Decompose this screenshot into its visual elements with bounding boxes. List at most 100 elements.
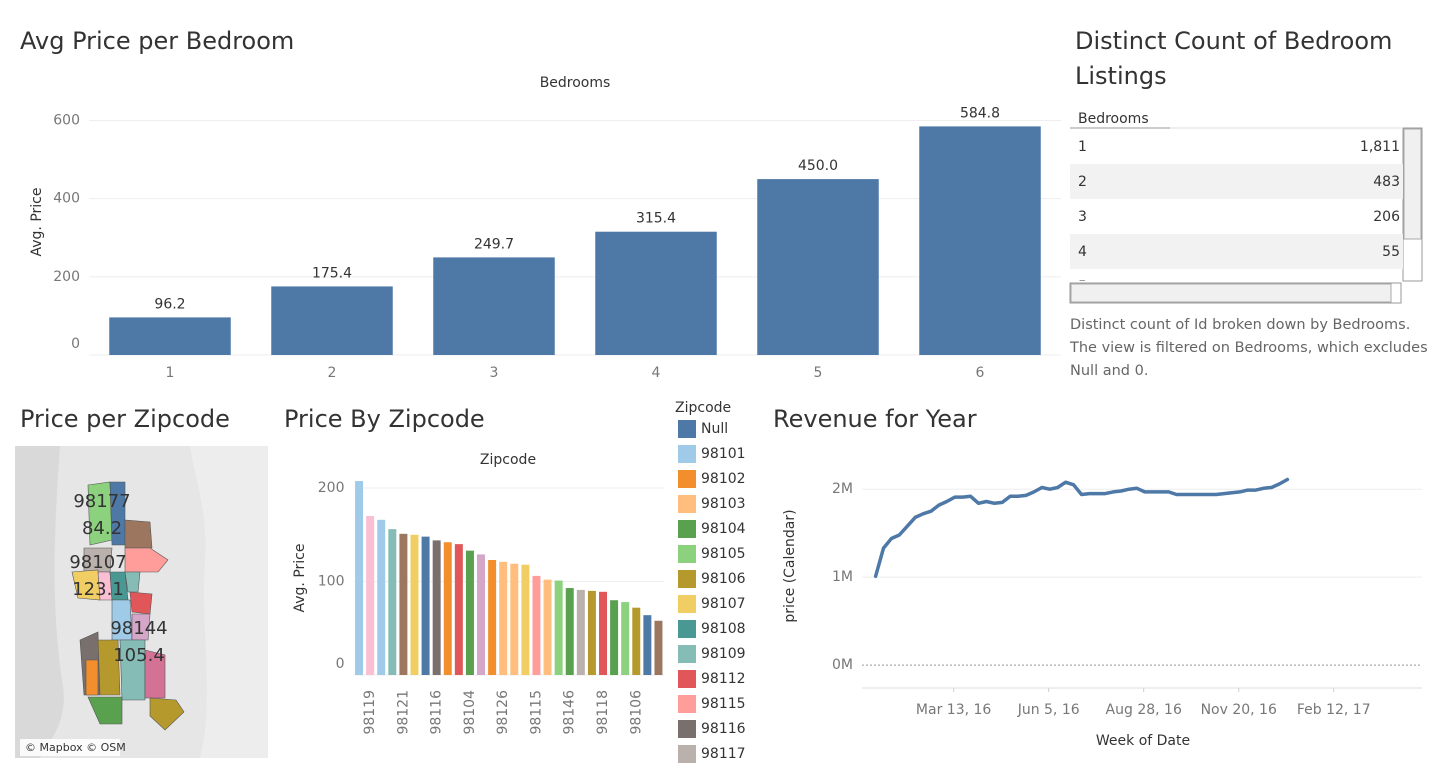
y-tick-label: 400 xyxy=(53,191,80,207)
x-tick-label: 98104 xyxy=(462,690,478,735)
legend-swatch xyxy=(678,420,696,438)
y-tick-label: 0M xyxy=(832,657,853,673)
chart-title: Revenue for Year xyxy=(773,405,977,433)
region-name: 98107 xyxy=(69,552,126,573)
bar xyxy=(632,607,641,675)
scroll-thumb[interactable] xyxy=(1403,128,1422,240)
x-tick-label: 6 xyxy=(976,365,985,381)
legend-swatch xyxy=(678,695,696,713)
bar xyxy=(433,257,555,355)
bar xyxy=(488,560,497,675)
row-label: 4 xyxy=(1078,244,1087,260)
y-tick-label: 0 xyxy=(71,336,80,352)
chart-title: Price By Zipcode xyxy=(284,405,485,433)
legend-swatch xyxy=(678,520,696,538)
bar xyxy=(643,615,652,675)
bar xyxy=(366,516,375,675)
legend-label: 98117 xyxy=(701,746,746,762)
bar xyxy=(565,588,574,675)
map-attribution: © Mapbox © OSM xyxy=(25,741,126,754)
x-tick-label: 3 xyxy=(490,365,499,381)
legend-label: 98102 xyxy=(701,471,746,487)
legend-swatch xyxy=(678,645,696,663)
x-tick-label: Jun 5, 16 xyxy=(1017,702,1080,718)
legend-swatch xyxy=(678,470,696,488)
y-tick-label: 0 xyxy=(336,656,345,672)
x-tick-label: 1 xyxy=(166,365,175,381)
bar xyxy=(432,540,441,675)
x-tick-label: Mar 13, 16 xyxy=(916,702,991,718)
legend-swatch xyxy=(678,445,696,463)
bar xyxy=(499,561,508,675)
table-caption: Distinct count of Id broken down by Bedr… xyxy=(1070,317,1428,379)
legend-swatch xyxy=(678,620,696,638)
legend-label: Null xyxy=(701,421,728,437)
bar xyxy=(454,544,463,675)
legend-label: 98112 xyxy=(701,671,746,687)
legend-swatch xyxy=(678,745,696,763)
chart-title: Price per Zipcode xyxy=(20,405,230,433)
bar xyxy=(355,481,364,675)
x-axis-title: Bedrooms xyxy=(540,75,611,91)
value-label: 175.4 xyxy=(312,265,352,281)
bar xyxy=(377,519,386,675)
legend-swatch xyxy=(678,670,696,688)
y-axis-title: Avg. Price xyxy=(292,544,308,613)
legend-label: 98116 xyxy=(701,721,746,737)
y-axis-title: price (Calendar) xyxy=(782,509,798,622)
bar xyxy=(388,529,397,675)
value-label: 96.2 xyxy=(154,296,185,312)
bar xyxy=(543,579,552,675)
row-label: 2 xyxy=(1078,174,1087,190)
bar xyxy=(554,580,563,675)
bar xyxy=(443,542,452,675)
legend-swatch xyxy=(678,720,696,738)
bar xyxy=(109,317,231,355)
x-tick-label: 98115 xyxy=(528,690,544,735)
x-tick-label: Nov 20, 16 xyxy=(1201,702,1277,718)
legend-label: 98104 xyxy=(701,521,746,537)
y-axis-title: Avg. Price xyxy=(29,188,45,257)
region-name: 98177 xyxy=(73,491,130,512)
legend-swatch xyxy=(678,570,696,588)
bar xyxy=(621,602,630,675)
bar xyxy=(919,126,1041,355)
legend-label: 98115 xyxy=(701,696,746,712)
value-label: 584.8 xyxy=(960,105,1000,121)
x-tick-label: 98146 xyxy=(562,690,578,735)
row-label: 3 xyxy=(1078,209,1087,225)
x-tick-label: 98106 xyxy=(628,690,644,735)
bar xyxy=(271,286,393,355)
region-value: 84.2 xyxy=(82,518,122,539)
x-axis-title: Zipcode xyxy=(480,452,536,468)
legend-swatch xyxy=(678,595,696,613)
bar xyxy=(465,550,474,675)
table-title: Distinct Count of Bedroom Listings xyxy=(1075,27,1393,90)
x-tick-label: Feb 12, 17 xyxy=(1297,702,1371,718)
legend-swatch xyxy=(678,545,696,563)
row-value: 1,811 xyxy=(1360,139,1400,155)
x-tick-label: 98118 xyxy=(595,690,611,735)
row-value: 206 xyxy=(1373,209,1400,225)
row-label: 5 xyxy=(1078,279,1087,295)
scroll-thumb[interactable] xyxy=(1070,283,1392,303)
y-tick-label: 200 xyxy=(318,480,345,496)
value-label: 315.4 xyxy=(636,211,676,227)
x-axis-title: Week of Date xyxy=(1096,733,1190,749)
value-label: 249.7 xyxy=(474,236,514,252)
x-tick-label: 2 xyxy=(328,365,337,381)
legend-swatch xyxy=(678,495,696,513)
region-value: 105.4 xyxy=(113,645,165,666)
y-tick-label: 1M xyxy=(832,569,853,585)
bar xyxy=(421,536,430,675)
x-tick-label: Aug 28, 16 xyxy=(1106,702,1182,718)
bar xyxy=(510,563,519,675)
bar xyxy=(610,600,619,675)
region-value: 123.1 xyxy=(72,579,124,600)
value-label: 450.0 xyxy=(798,158,838,174)
legend-label: 98108 xyxy=(701,621,746,637)
legend-title: Zipcode xyxy=(675,400,731,416)
x-tick-label: 98126 xyxy=(495,690,511,735)
